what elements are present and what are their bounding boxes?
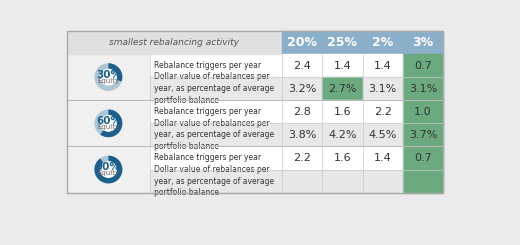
Bar (403, 31, 443, 54)
Circle shape (100, 116, 116, 131)
Bar (322, 54, 362, 77)
Wedge shape (95, 63, 122, 91)
Text: 25%: 25% (328, 36, 357, 49)
Text: 1.6: 1.6 (334, 107, 352, 117)
Bar (362, 100, 403, 123)
Text: 0.7: 0.7 (414, 153, 432, 163)
Bar (150, 170, 282, 193)
Bar (150, 54, 282, 77)
Bar (322, 147, 362, 170)
Text: Equity: Equity (97, 170, 120, 176)
Bar (150, 147, 282, 170)
Text: 3.7%: 3.7% (409, 130, 437, 140)
Text: 60%: 60% (96, 116, 121, 126)
Bar (362, 54, 403, 77)
Bar (282, 54, 322, 77)
Text: 2.7%: 2.7% (328, 84, 357, 94)
Text: Rebalance triggers per year: Rebalance triggers per year (154, 61, 261, 70)
Circle shape (100, 69, 116, 85)
Text: 1.6: 1.6 (334, 153, 352, 163)
Text: 1.4: 1.4 (374, 153, 392, 163)
Text: 30%: 30% (96, 70, 121, 80)
Bar (362, 147, 403, 170)
Bar (403, 77, 443, 100)
Text: 0.7: 0.7 (414, 61, 432, 71)
Bar (362, 123, 403, 147)
Bar (403, 54, 443, 77)
Bar (282, 77, 322, 100)
Text: 3.8%: 3.8% (288, 130, 316, 140)
Bar (362, 31, 403, 54)
Text: Dollar value of rebalances per
year, as percentage of average
portfolio balance: Dollar value of rebalances per year, as … (154, 165, 274, 197)
Text: 3.1%: 3.1% (369, 84, 397, 94)
Bar (67, 100, 150, 147)
Bar (322, 31, 362, 54)
Text: 4.2%: 4.2% (328, 130, 357, 140)
Text: 1.0: 1.0 (414, 107, 432, 117)
Text: 2.4: 2.4 (293, 61, 311, 71)
Bar (282, 170, 322, 193)
Bar (67, 147, 150, 193)
Bar (282, 31, 322, 54)
Wedge shape (95, 110, 122, 137)
Text: 2.2: 2.2 (293, 153, 311, 163)
Text: Equity: Equity (97, 124, 120, 130)
Bar (67, 54, 150, 100)
Bar (403, 147, 443, 170)
Text: Dollar value of rebalances per
year, as percentage of average
portfolio balance: Dollar value of rebalances per year, as … (154, 72, 274, 105)
Bar (67, 31, 443, 193)
Wedge shape (95, 156, 122, 184)
Wedge shape (100, 110, 122, 137)
Bar (362, 77, 403, 100)
Bar (403, 170, 443, 193)
Text: Rebalance triggers per year: Rebalance triggers per year (154, 153, 261, 162)
Bar (322, 100, 362, 123)
Bar (150, 100, 282, 123)
Bar (67, 31, 282, 54)
Text: 20%: 20% (287, 36, 317, 49)
Bar (403, 123, 443, 147)
Circle shape (100, 162, 116, 177)
Text: Equity: Equity (97, 78, 120, 84)
Text: Dollar value of rebalances per
year, as percentage of average
portfolio balance: Dollar value of rebalances per year, as … (154, 119, 274, 151)
Text: 1.4: 1.4 (374, 61, 392, 71)
Bar (150, 123, 282, 147)
Bar (282, 100, 322, 123)
Bar (282, 147, 322, 170)
Text: 2.8: 2.8 (293, 107, 311, 117)
Text: 3%: 3% (412, 36, 434, 49)
Text: smallest rebalancing activity: smallest rebalancing activity (109, 38, 239, 47)
Bar (322, 170, 362, 193)
Text: 90%: 90% (96, 162, 121, 172)
Text: 2%: 2% (372, 36, 393, 49)
Text: 1.4: 1.4 (333, 61, 352, 71)
Bar (322, 123, 362, 147)
Text: 3.2%: 3.2% (288, 84, 316, 94)
Text: 3.1%: 3.1% (409, 84, 437, 94)
Bar (403, 100, 443, 123)
Text: Rebalance triggers per year: Rebalance triggers per year (154, 107, 261, 116)
Bar (322, 77, 362, 100)
Bar (282, 123, 322, 147)
Bar (150, 77, 282, 100)
Wedge shape (95, 156, 122, 184)
Text: 2.2: 2.2 (374, 107, 392, 117)
Wedge shape (108, 63, 122, 81)
Text: 4.5%: 4.5% (369, 130, 397, 140)
Bar (362, 170, 403, 193)
